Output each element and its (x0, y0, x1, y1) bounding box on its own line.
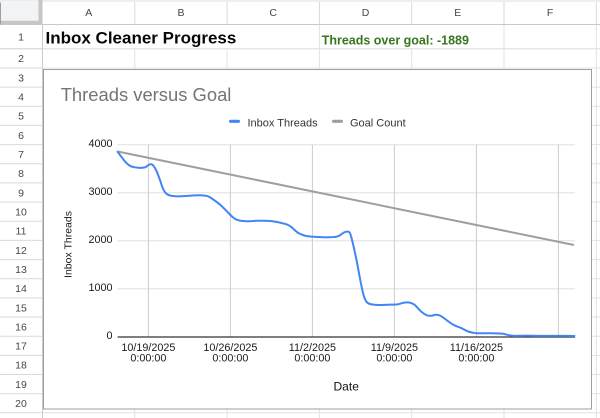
svg-text:10: 10 (15, 207, 27, 219)
svg-text:0:00:00: 0:00:00 (294, 353, 330, 365)
svg-text:6: 6 (18, 130, 24, 142)
svg-text:14: 14 (15, 283, 27, 295)
svg-text:0: 0 (106, 330, 112, 342)
svg-text:10/26/2025: 10/26/2025 (203, 342, 257, 354)
svg-text:A: A (85, 7, 92, 19)
svg-text:0:00:00: 0:00:00 (212, 353, 248, 365)
svg-text:11: 11 (16, 226, 27, 238)
svg-text:Inbox Threads: Inbox Threads (62, 211, 74, 278)
svg-text:11/9/2025: 11/9/2025 (371, 342, 418, 354)
svg-text:19: 19 (15, 379, 27, 391)
svg-text:Threads over goal: -1889: Threads over goal: -1889 (322, 34, 469, 48)
svg-text:F: F (547, 7, 553, 19)
svg-text:13: 13 (15, 264, 27, 276)
svg-text:3000: 3000 (88, 186, 112, 198)
svg-text:C: C (269, 7, 277, 19)
svg-text:Goal Count: Goal Count (350, 118, 406, 130)
svg-text:Date: Date (334, 379, 360, 393)
svg-text:2: 2 (18, 53, 24, 65)
svg-text:3: 3 (18, 72, 24, 84)
svg-text:1000: 1000 (88, 282, 112, 294)
svg-text:Inbox Cleaner Progress: Inbox Cleaner Progress (46, 29, 237, 48)
svg-text:11/16/2025: 11/16/2025 (450, 342, 503, 354)
svg-text:17: 17 (15, 341, 27, 353)
svg-text:4000: 4000 (88, 138, 112, 150)
svg-text:B: B (177, 7, 184, 19)
svg-text:Threads versus Goal: Threads versus Goal (61, 84, 232, 105)
svg-text:4: 4 (18, 92, 24, 104)
svg-text:0:00:00: 0:00:00 (458, 353, 494, 365)
svg-text:9: 9 (18, 187, 24, 199)
svg-text:20: 20 (15, 398, 27, 410)
svg-text:7: 7 (18, 149, 24, 161)
svg-text:18: 18 (15, 360, 27, 372)
svg-text:8: 8 (18, 168, 24, 180)
svg-text:10/19/2025: 10/19/2025 (121, 342, 175, 354)
svg-text:16: 16 (15, 321, 27, 333)
svg-text:0:00:00: 0:00:00 (130, 353, 166, 365)
svg-text:1: 1 (18, 31, 24, 43)
svg-text:0:00:00: 0:00:00 (376, 353, 412, 365)
svg-text:2000: 2000 (88, 234, 112, 246)
svg-text:5: 5 (18, 111, 24, 123)
svg-text:15: 15 (15, 302, 27, 314)
svg-text:11/2/2025: 11/2/2025 (289, 342, 336, 354)
svg-text:D: D (362, 7, 370, 19)
svg-text:12: 12 (15, 245, 27, 257)
svg-text:Inbox Threads: Inbox Threads (248, 118, 319, 130)
svg-text:E: E (454, 7, 461, 19)
